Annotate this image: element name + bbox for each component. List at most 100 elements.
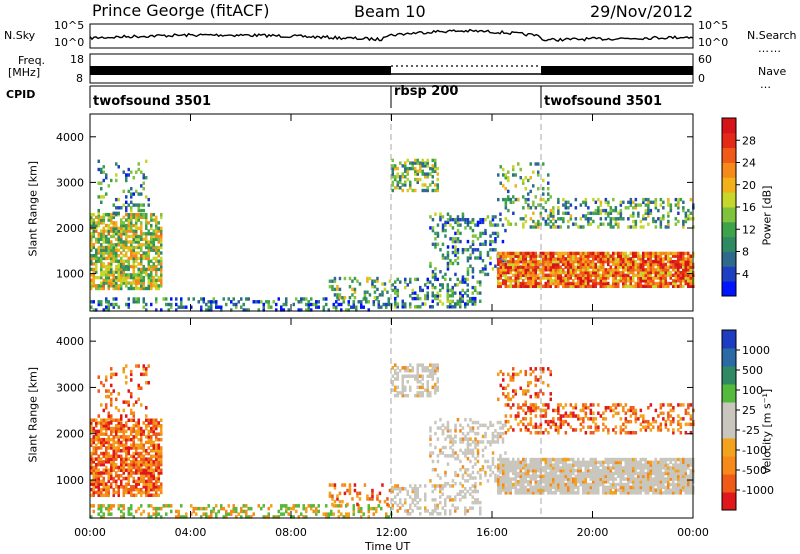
data-cell (607, 273, 610, 277)
data-cell (527, 482, 530, 487)
data-cell (537, 259, 540, 264)
data-cell (436, 380, 439, 384)
data-cell (92, 418, 95, 422)
data-cell (534, 392, 537, 396)
data-cell (577, 268, 580, 272)
data-cell (414, 305, 417, 309)
data-cell (634, 273, 637, 277)
data-cell (466, 256, 470, 260)
data-cell (117, 267, 120, 272)
data-cell (554, 225, 558, 229)
data-cell (632, 273, 635, 277)
data-cell (529, 251, 532, 256)
data-cell (639, 276, 642, 280)
data-cell (499, 268, 502, 272)
data-cell (130, 200, 133, 204)
data-cell (315, 509, 318, 514)
data-cell (549, 474, 552, 478)
data-cell (502, 262, 505, 267)
data-cell (155, 234, 158, 239)
data-cell (157, 245, 160, 250)
data-cell (382, 302, 385, 307)
data-cell (507, 265, 510, 269)
data-cell (542, 273, 545, 277)
data-cell (125, 487, 128, 492)
data-cell (419, 374, 422, 378)
data-cell (245, 308, 248, 312)
data-cell (557, 482, 560, 487)
data-cell (110, 281, 113, 285)
data-cell (441, 283, 444, 287)
data-cell (230, 512, 233, 516)
data-cell (474, 498, 477, 502)
data-cell (532, 270, 535, 275)
data-cell (449, 277, 452, 282)
data-cell (115, 286, 118, 291)
data-cell (444, 445, 447, 450)
data-cell (145, 449, 148, 453)
data-cell (167, 504, 170, 508)
data-cell (577, 276, 580, 280)
data-cell (637, 214, 640, 218)
data-cell (674, 270, 677, 275)
data-cell (147, 262, 150, 266)
data-cell (607, 491, 610, 495)
data-cell (152, 468, 155, 472)
data-cell (230, 308, 233, 312)
data-cell (127, 490, 130, 495)
data-cell (509, 257, 512, 261)
data-cell (396, 492, 399, 496)
data-cell (115, 424, 118, 428)
data-cell (532, 219, 535, 224)
data-cell (527, 178, 530, 183)
data-cell (102, 232, 105, 236)
data-cell (227, 297, 230, 301)
data-cell (647, 273, 650, 277)
data-cell (394, 363, 397, 367)
data-cell (90, 424, 93, 428)
data-cell (659, 457, 662, 462)
data-cell (634, 268, 637, 272)
data-cell (90, 215, 93, 220)
data-cell (155, 232, 158, 236)
data-cell (97, 159, 100, 163)
data-cell (491, 434, 495, 439)
data-cell (385, 515, 388, 519)
data-cell (350, 305, 353, 309)
data-cell (145, 218, 148, 222)
data-cell (574, 276, 577, 280)
data-cell (476, 498, 479, 502)
data-cell (145, 372, 148, 377)
data-cell (469, 245, 472, 249)
data-cell (95, 443, 98, 447)
data-cell (592, 474, 595, 478)
data-cell (577, 463, 580, 467)
data-cell (594, 468, 597, 473)
data-cell (182, 305, 185, 309)
data-cell (629, 262, 632, 267)
data-cell (664, 276, 667, 280)
data-cell (562, 468, 565, 473)
data-cell (582, 279, 585, 283)
data-cell (92, 487, 95, 492)
data-cell (105, 308, 108, 312)
data-cell (142, 446, 145, 450)
data-cell (522, 178, 525, 183)
data-cell (112, 462, 115, 467)
data-cell (315, 512, 318, 516)
data-cell (544, 268, 547, 272)
data-cell (497, 488, 500, 492)
data-cell (145, 270, 148, 274)
data-cell (160, 267, 163, 272)
data-cell (574, 485, 577, 490)
data-cell (115, 281, 118, 285)
data-cell (644, 480, 647, 484)
data-cell (117, 284, 120, 288)
data-cell (494, 465, 497, 469)
data-cell (559, 471, 562, 476)
data-cell (471, 440, 475, 444)
data-cell (584, 262, 587, 267)
data-cell (155, 223, 158, 228)
data-cell (351, 279, 354, 283)
data-cell (509, 491, 512, 495)
